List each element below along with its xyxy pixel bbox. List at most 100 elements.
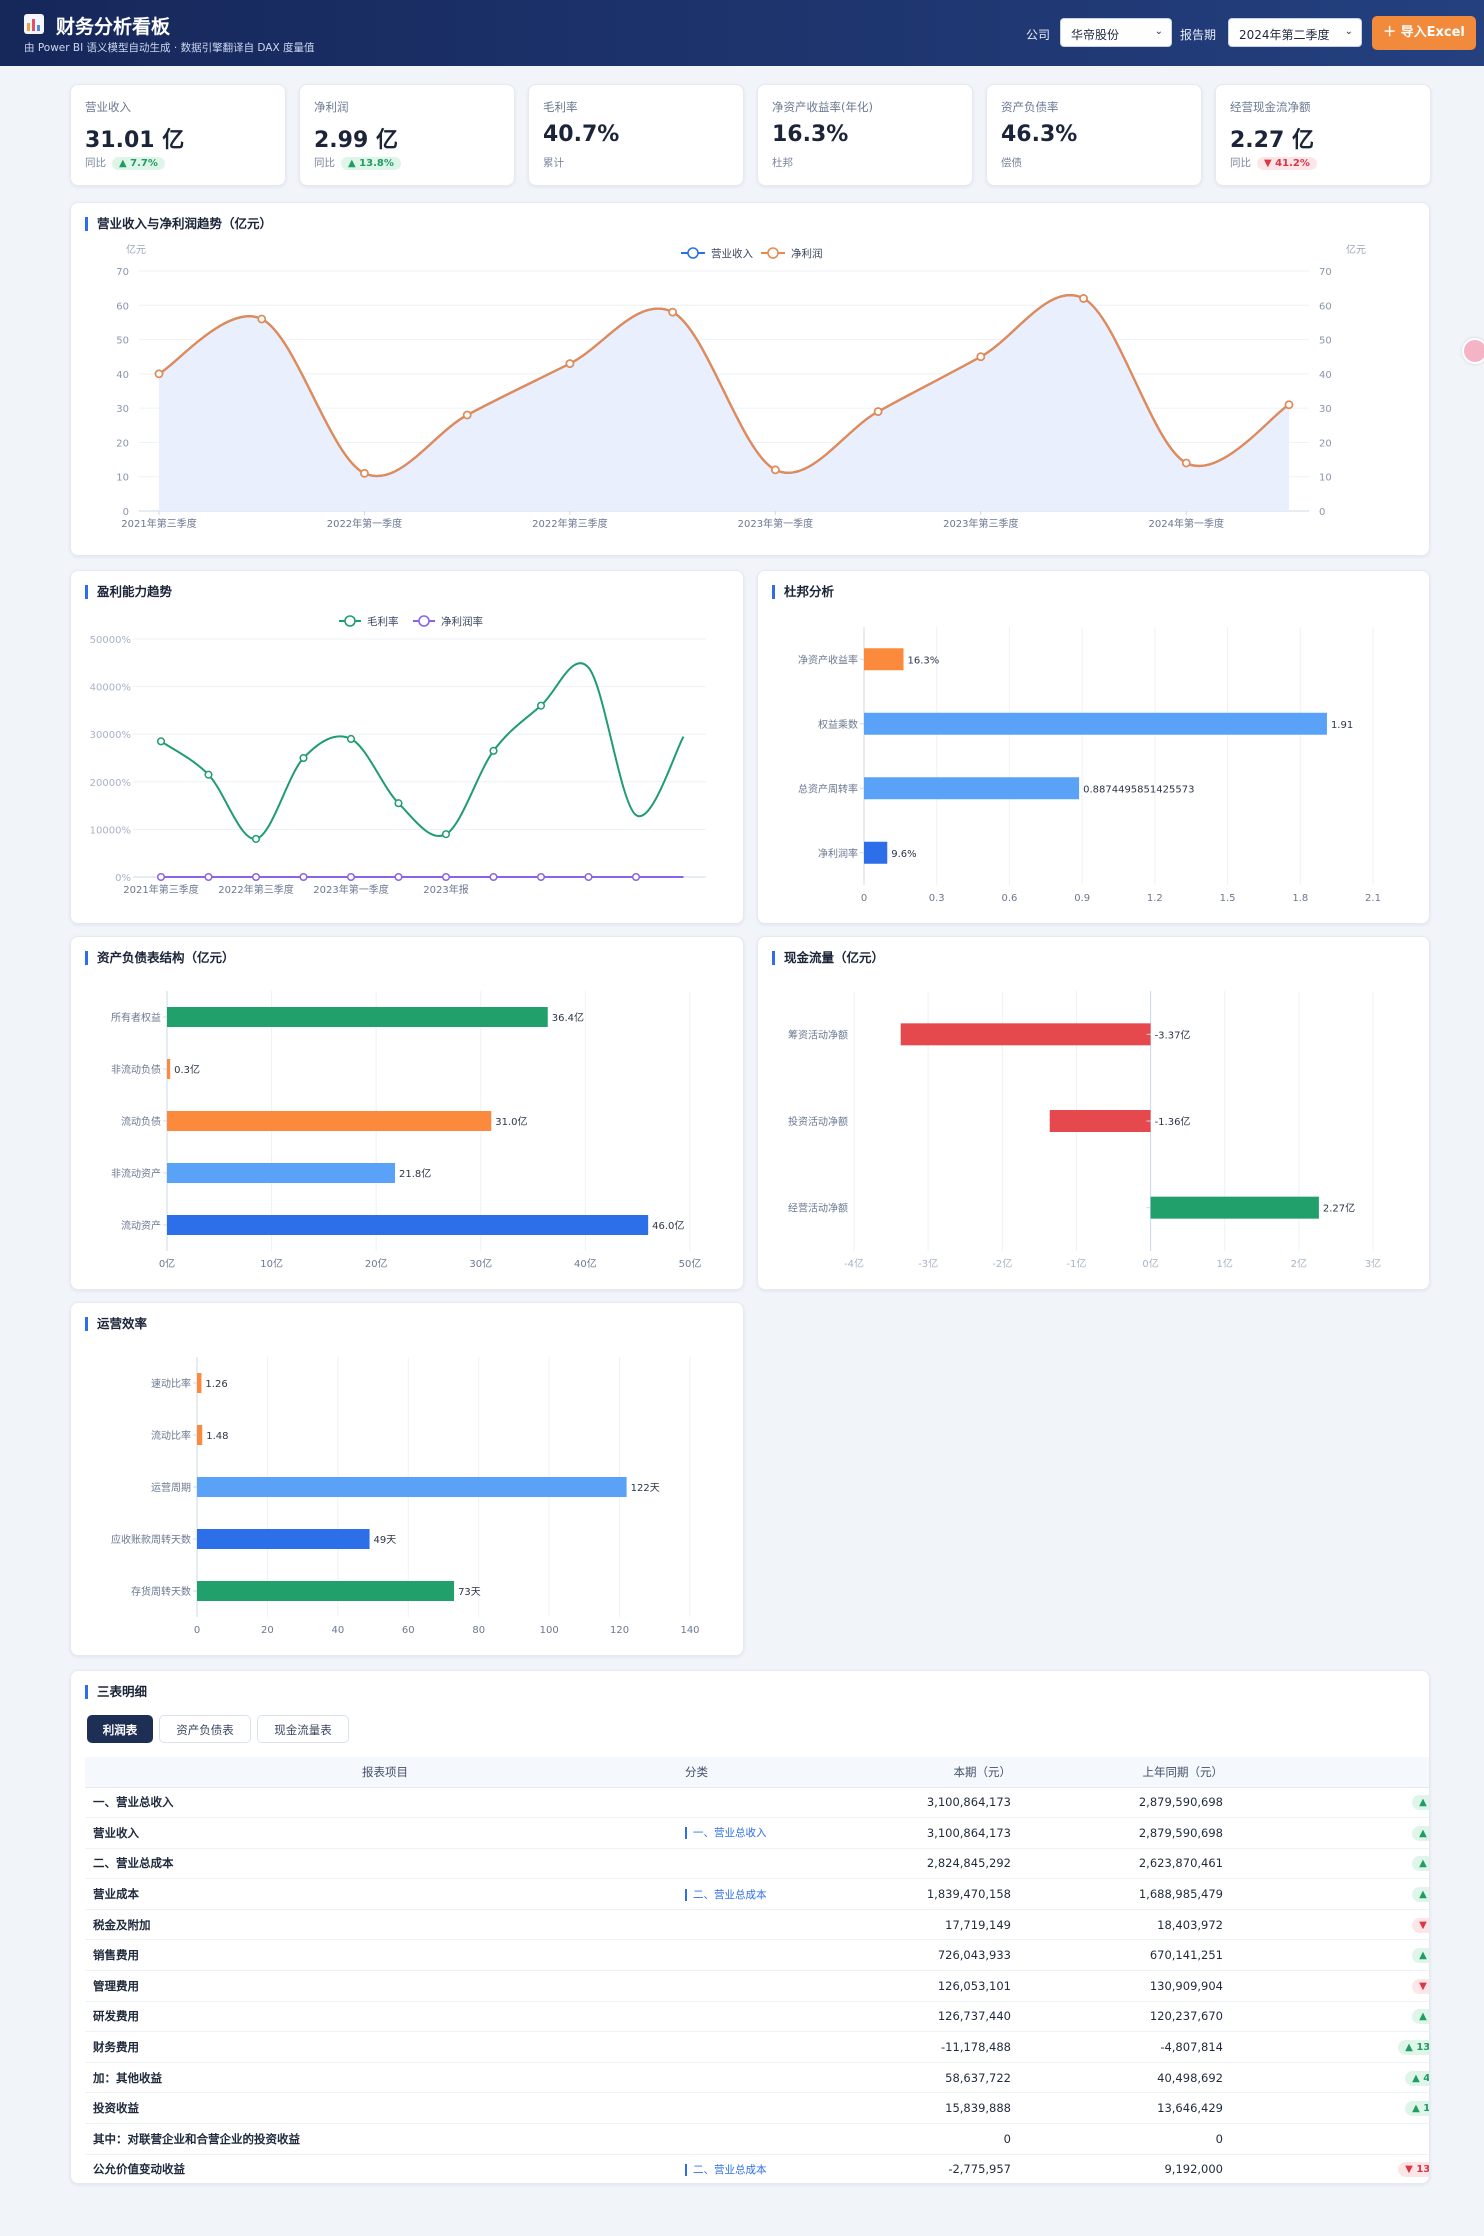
- import-excel-button[interactable]: ＋ 导入Excel: [1372, 16, 1476, 50]
- data-point: [1079, 294, 1088, 303]
- y-tick-label-right: 10: [1319, 473, 1332, 484]
- tab-balance-sheet[interactable]: 资产负债表: [159, 1715, 251, 1743]
- row-previous: 2,879,590,698: [1025, 1787, 1237, 1819]
- kpi-note: 累计: [543, 155, 564, 170]
- y-tick-label: 60: [116, 301, 129, 312]
- legend-marker: [418, 615, 430, 627]
- change-badge: ▲ 7.7%: [1412, 1795, 1429, 1811]
- data-point: [204, 872, 213, 882]
- bar: [197, 1373, 202, 1393]
- period-select-value: 2024年第二季度: [1239, 28, 1330, 42]
- cash-flow-card: 现金流量（亿元） -4亿 -3亿 -2亿 -1亿 0亿 1亿 2亿 3亿 筹资活动净额 -3.37…: [757, 936, 1430, 1290]
- company-select[interactable]: 华帝股份 ⌄: [1060, 18, 1172, 47]
- section-title: 资产负债表结构（亿元）: [85, 951, 235, 965]
- change-badge: ▲ 44.8%: [1405, 2070, 1429, 2086]
- x-tick-label: 0: [194, 1625, 200, 1636]
- y-tick-label-right: 40: [1319, 370, 1332, 381]
- kpi-label: 经营现金流净额: [1230, 100, 1311, 114]
- period-select[interactable]: 2024年第二季度 ⌄: [1228, 18, 1362, 47]
- kpi-label: 净资产收益率(年化): [772, 100, 873, 114]
- tab-income-statement[interactable]: 利润表: [87, 1715, 153, 1743]
- row-item: 财务费用: [85, 2031, 685, 2063]
- data-point: [771, 465, 780, 475]
- table-row: 税金及附加 17,719,149 18,403,972 ▼ 3.7%: [85, 1909, 1429, 1941]
- data-point: [204, 770, 213, 779]
- bar-value-label: 21.8亿: [399, 1167, 431, 1180]
- table-row: 管理费用 126,053,101 130,909,904 ▼ 3.7%: [85, 1970, 1429, 2002]
- change-badge: ▲ 5.4%: [1412, 2009, 1429, 2025]
- data-point: [441, 872, 451, 882]
- bar: [900, 1023, 1151, 1046]
- company-select-value: 华帝股份: [1071, 28, 1120, 42]
- assistant-float-icon[interactable]: [1462, 338, 1484, 364]
- kpi-value: 40.7%: [543, 122, 620, 147]
- x-tick-label: 1.5: [1220, 893, 1236, 904]
- chevron-down-icon: ⌄: [1344, 26, 1353, 37]
- x-tick-label: 1.8: [1292, 893, 1308, 904]
- x-tick-label: 2022年第三季度: [218, 883, 293, 896]
- kpi-card: 经营现金流净额 2.27 亿 同比 ▼ 41.2%: [1215, 84, 1431, 186]
- table-row: 投资收益 15,839,888 13,646,429 ▲ 16.1%: [85, 2092, 1429, 2125]
- row-item: 税金及附加: [85, 1909, 685, 1941]
- row-current: 15,839,888: [805, 2092, 1025, 2125]
- category-label: 所有者权益: [111, 1011, 161, 1024]
- legend-label: 毛利率: [367, 615, 399, 628]
- x-tick-label: 0亿: [1142, 1257, 1158, 1270]
- change-badge: ▼ 3.7%: [1412, 1917, 1429, 1933]
- dupont-card: 杜邦分析 0 0.3 0.6 0.9 1.2 1.5 1.8 2.1 净资产收益率 16.3% 权益…: [757, 570, 1430, 924]
- tab-cash-flow[interactable]: 现金流量表: [257, 1715, 349, 1743]
- x-tick-label: 0: [861, 893, 867, 904]
- y-tick-label-right: 60: [1319, 301, 1332, 312]
- bar-value-label: 1.26: [205, 1379, 227, 1390]
- category-label: 流动比率: [151, 1429, 191, 1442]
- y-tick-label-right: 0: [1319, 507, 1325, 518]
- row-change: ▲ 132.5%: [1237, 2031, 1429, 2063]
- bar-value-label: 73天: [458, 1587, 481, 1598]
- category-label: 总资产周转率: [798, 782, 858, 795]
- page-subtitle: 由 Power BI 语义模型自动生成 · 数据引擎翻译自 DAX 度量值: [24, 42, 315, 54]
- row-change: ▲ 7.7%: [1237, 1787, 1429, 1819]
- row-previous: 2,623,870,461: [1025, 1848, 1237, 1880]
- row-change: ▲ 8.9%: [1237, 1878, 1429, 1910]
- bar-value-label: 36.4亿: [552, 1011, 584, 1024]
- row-item: 研发费用: [85, 2001, 685, 2033]
- x-tick-label: 0.9: [1074, 893, 1090, 904]
- bar-value-label: 49天: [374, 1535, 397, 1546]
- y-tick-label: 50: [116, 336, 129, 347]
- section-title: 运营效率: [85, 1317, 147, 1331]
- kpi-value: 16.3%: [772, 122, 849, 147]
- legend-marker: [687, 247, 699, 259]
- row-previous: 2,879,590,698: [1025, 1817, 1237, 1849]
- col-header: 分类: [685, 1757, 805, 1788]
- row-previous: 1,688,985,479: [1025, 1878, 1237, 1910]
- category-label: 经营活动净额: [788, 1202, 848, 1215]
- x-tick-label: 2021年第三季度: [123, 883, 198, 896]
- bar: [864, 841, 888, 864]
- bar-value-label: 122天: [631, 1483, 660, 1494]
- bar-value-label: 2.27亿: [1323, 1202, 1355, 1215]
- table-row: 加：其他收益 58,637,722 40,498,692 ▲ 44.8%: [85, 2062, 1429, 2094]
- kpi-card: 净资产收益率(年化) 16.3% 杜邦: [757, 84, 973, 186]
- row-previous: 130,909,904: [1025, 1970, 1237, 2002]
- x-tick-label: 100: [540, 1625, 559, 1636]
- row-change: ▼ 130.2%: [1237, 2154, 1429, 2183]
- revenue-profit-trend-card: 营业收入与净利润趋势（亿元） 0 0 10 10 20 20 30 30 40 40 50 50 60 6…: [70, 202, 1430, 556]
- data-point: [441, 830, 451, 839]
- bar: [864, 648, 904, 671]
- row-current: -2,775,957: [805, 2154, 1025, 2183]
- bar-value-label: 9.6%: [891, 849, 916, 860]
- y-tick-label: 0%: [115, 873, 131, 884]
- row-previous: 0: [1025, 2123, 1237, 2155]
- row-item: 一、营业总收入: [85, 1787, 685, 1819]
- x-tick-label: 60: [402, 1625, 415, 1636]
- table-row: 营业成本 二、营业总成本 1,839,470,158 1,688,985,479…: [85, 1878, 1429, 1910]
- data-point: [668, 307, 677, 317]
- bar: [864, 712, 1327, 735]
- data-point: [462, 410, 472, 420]
- row-change: ▼ 3.7%: [1237, 1909, 1429, 1941]
- kpi-note-text: 杜邦: [772, 157, 793, 169]
- x-tick-label: 120: [610, 1625, 629, 1636]
- x-tick-label: 0亿: [159, 1257, 175, 1270]
